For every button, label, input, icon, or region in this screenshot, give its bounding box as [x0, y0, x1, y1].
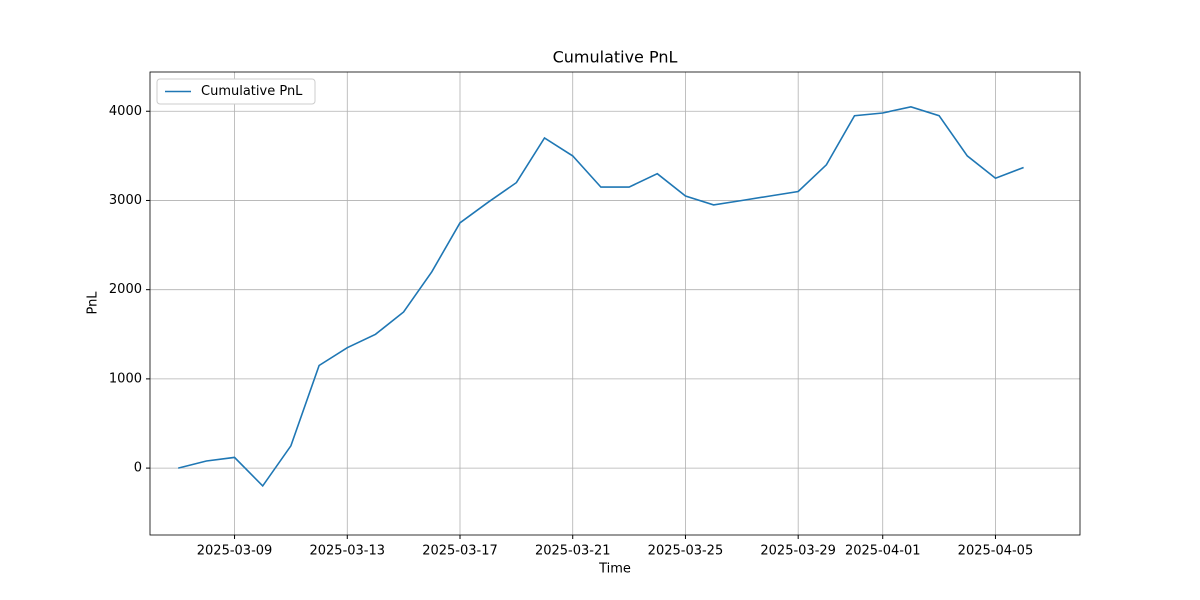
y-tick-label: 0 [134, 461, 142, 476]
x-tick-label: 2025-03-13 [309, 544, 385, 559]
x-tick-label: 2025-03-21 [535, 544, 611, 559]
chart-title: Cumulative PnL [553, 48, 678, 67]
legend-label: Cumulative PnL [201, 84, 303, 99]
x-tick-label: 2025-04-01 [845, 544, 921, 559]
y-tick-label: 3000 [109, 193, 142, 208]
legend-box [156, 78, 316, 105]
line [178, 105, 1024, 488]
y-tick-label: 4000 [109, 104, 142, 119]
y-axis-label: PnL [86, 291, 101, 315]
x-tick-label: 2025-03-17 [422, 544, 498, 559]
x-tick-label: 2025-03-09 [197, 544, 273, 559]
y-tick-label: 2000 [109, 282, 142, 297]
x-tick-label: 2025-03-29 [760, 544, 836, 559]
x-tick-label: 2025-03-25 [648, 544, 724, 559]
x-tick-label: 2025-04-05 [958, 544, 1034, 559]
legend: Cumulative PnL [156, 78, 316, 105]
y-tick-label: 1000 [109, 371, 142, 386]
plot-frame [149, 71, 1081, 536]
x-axis-label: Time [598, 562, 631, 577]
